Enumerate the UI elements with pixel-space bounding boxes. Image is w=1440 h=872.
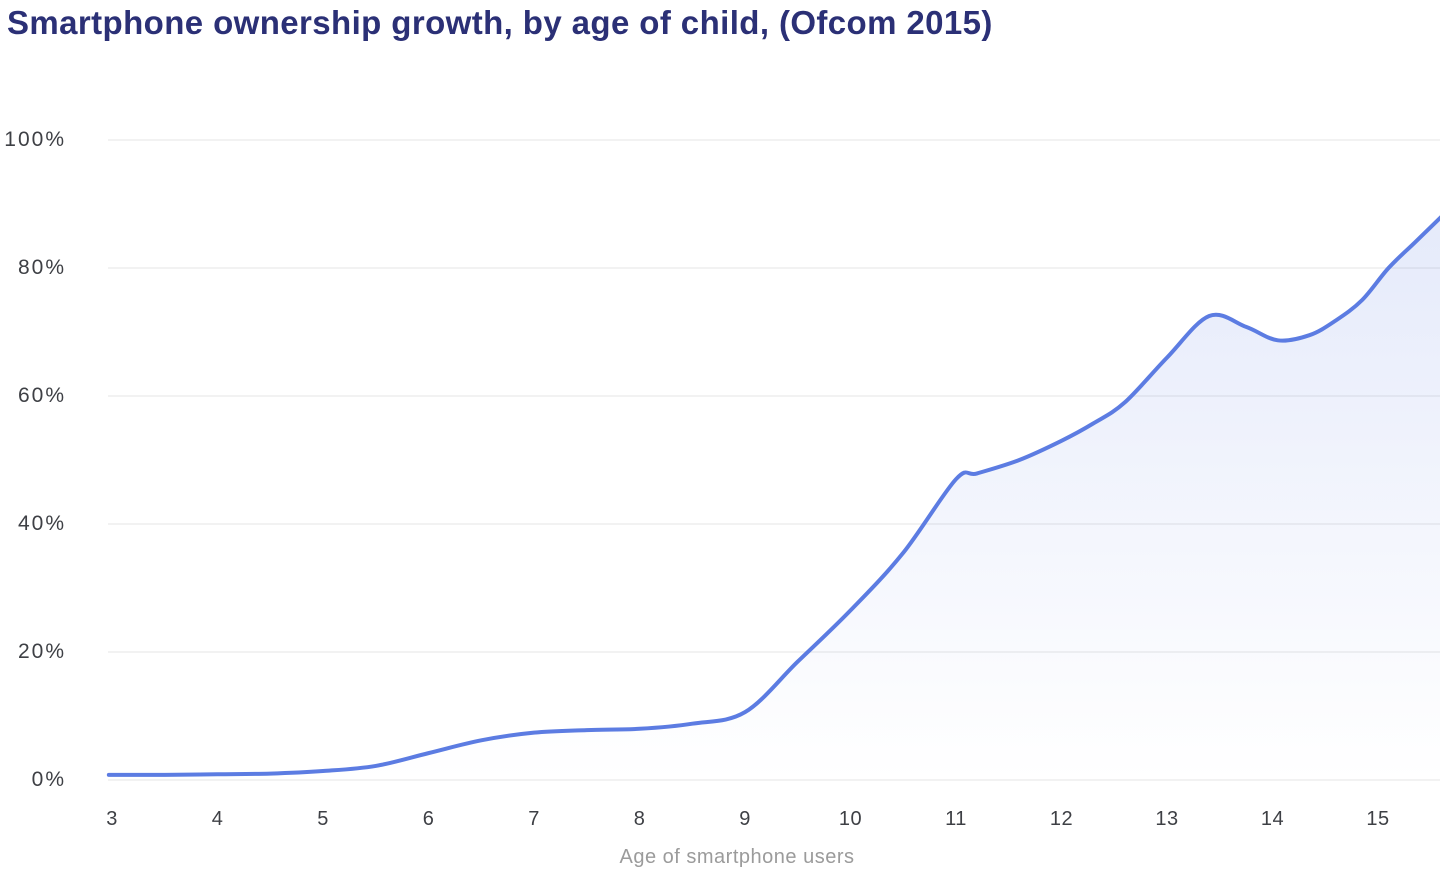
x-tick-label: 12 xyxy=(1049,808,1074,830)
y-tick-label: 80% xyxy=(17,256,66,279)
x-tick-label: 7 xyxy=(528,808,540,830)
x-tick-label: 11 xyxy=(945,808,967,830)
x-tick-label: 8 xyxy=(633,808,646,830)
x-tick-label: 3 xyxy=(106,808,118,830)
x-tick-label: 5 xyxy=(317,808,329,830)
y-tick-label: 40% xyxy=(17,512,66,535)
y-tick-label: 60% xyxy=(17,384,66,407)
x-tick-label: 6 xyxy=(422,808,435,830)
x-axis-title: Age of smartphone users xyxy=(619,846,855,868)
y-tick-label: 20% xyxy=(17,640,66,663)
x-tick-label: 9 xyxy=(739,808,751,830)
area-fill xyxy=(108,218,1440,780)
x-tick-label: 10 xyxy=(838,808,863,830)
y-tick-label: 0% xyxy=(31,768,66,791)
x-tick-label: 4 xyxy=(211,808,224,830)
x-tick-label: 15 xyxy=(1366,808,1390,830)
x-tick-label: 14 xyxy=(1260,808,1285,830)
x-tick-label: 13 xyxy=(1155,808,1179,830)
y-tick-label: 100% xyxy=(4,128,66,151)
chart-title: Smartphone ownership growth, by age of c… xyxy=(7,4,993,41)
trend-line xyxy=(106,215,1440,777)
